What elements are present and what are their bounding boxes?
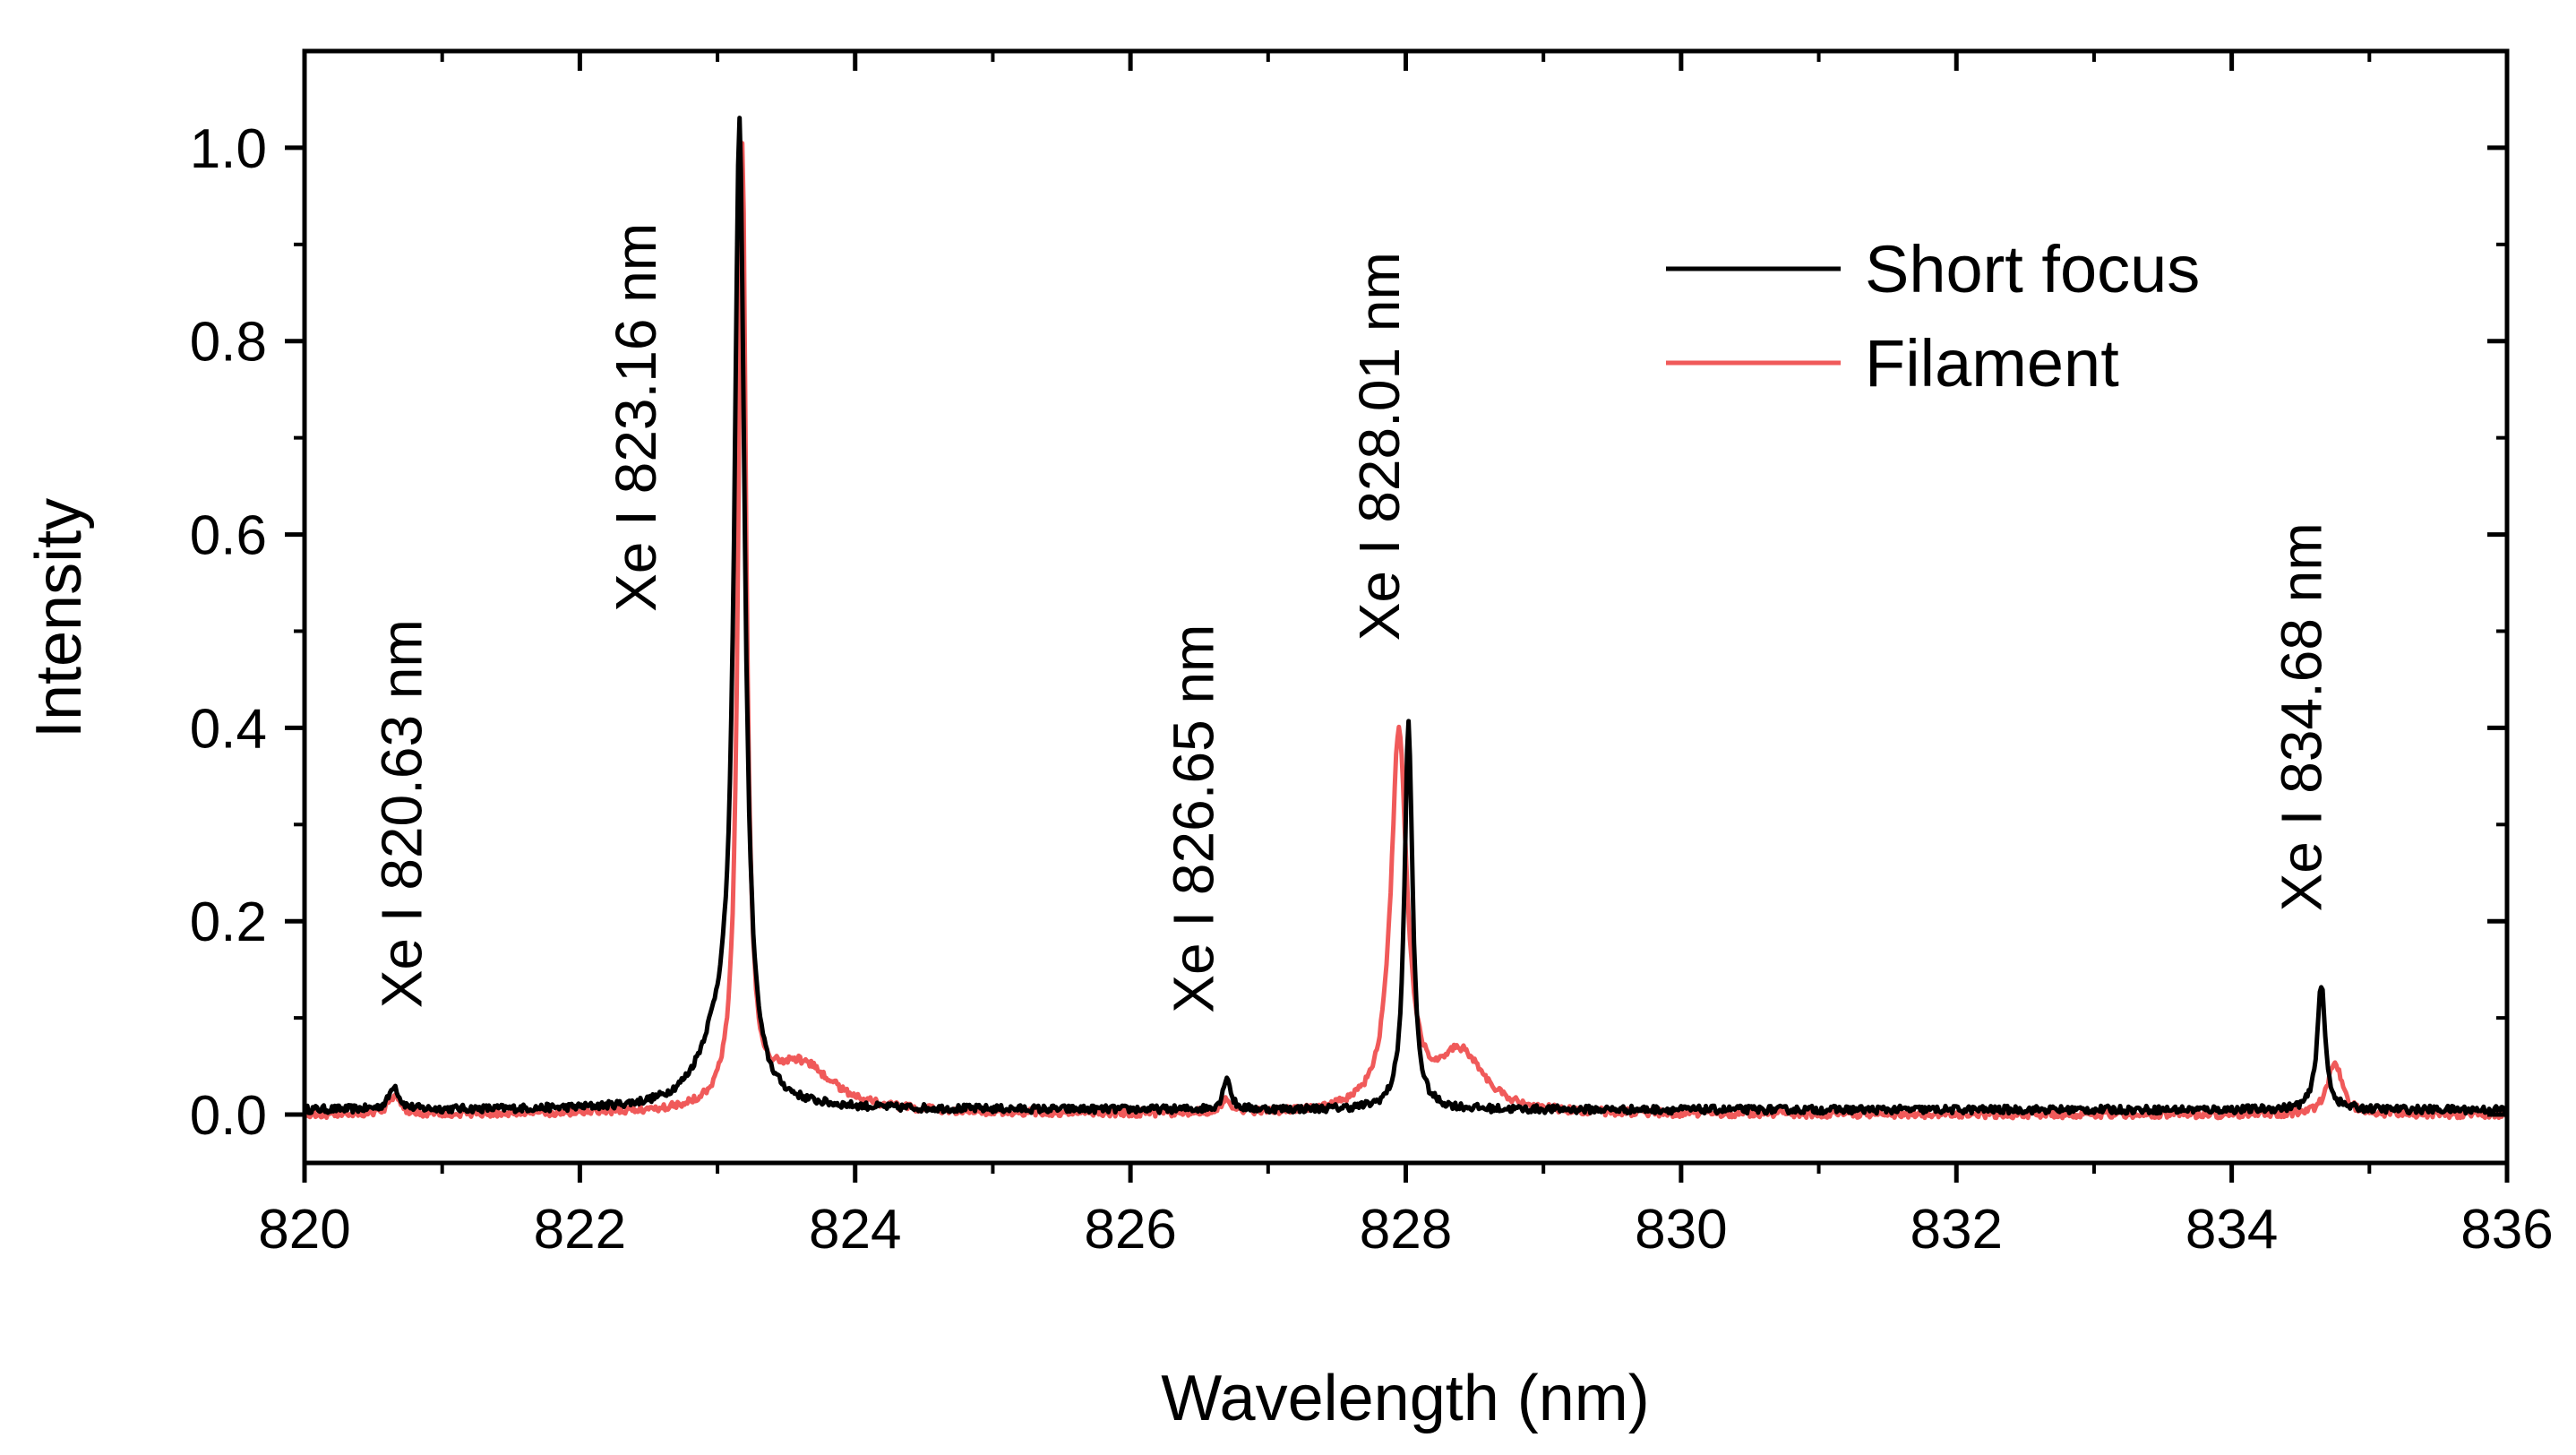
x-tick-label: 828 [1360, 1199, 1452, 1261]
x-tick-label: 824 [809, 1199, 901, 1261]
legend-label: Filament [1865, 326, 2119, 400]
x-tick-label: 826 [1084, 1199, 1176, 1261]
y-tick-label: 0.2 [190, 891, 267, 953]
x-axis: 820 822 824 826 828 830 832 834 836 [258, 51, 2554, 1261]
peak-annotations: Xe I 820.63 nm Xe I 823.16 nm Xe I 826.65 … [370, 223, 2334, 1013]
peak-annotation: Xe I 834.68 nm [2270, 522, 2334, 911]
x-tick-label: 822 [534, 1199, 626, 1261]
series-line-short-focus [302, 116, 2510, 1116]
y-axis: 0.0 0.2 0.4 0.6 0.8 1.0 [190, 118, 2507, 1147]
x-tick-label: 836 [2460, 1199, 2553, 1261]
y-tick-label: 0.8 [190, 312, 267, 374]
legend-label: Short focus [1865, 232, 2200, 306]
peak-annotation: Xe I 820.63 nm [370, 619, 434, 1008]
y-tick-label: 0.0 [190, 1085, 267, 1147]
peak-annotation: Xe I 828.01 nm [1347, 252, 1412, 641]
x-tick-label: 820 [258, 1199, 350, 1261]
peak-annotation: Xe I 826.65 nm [1161, 624, 1225, 1013]
x-axis-title: Wavelength (nm) [1161, 1363, 1650, 1434]
y-tick-label: 0.6 [190, 505, 267, 567]
plot-content [302, 116, 2510, 1121]
y-axis-title: Intensity [23, 498, 95, 738]
y-tick-label: 0.4 [190, 698, 267, 760]
x-tick-label: 830 [1635, 1199, 1727, 1261]
y-tick-label: 1.0 [190, 118, 267, 180]
peak-annotation: Xe I 823.16 nm [604, 223, 668, 612]
legend: Short focus Filament [1666, 232, 2200, 400]
x-tick-label: 834 [2185, 1199, 2278, 1261]
x-tick-label: 832 [1911, 1199, 2003, 1261]
